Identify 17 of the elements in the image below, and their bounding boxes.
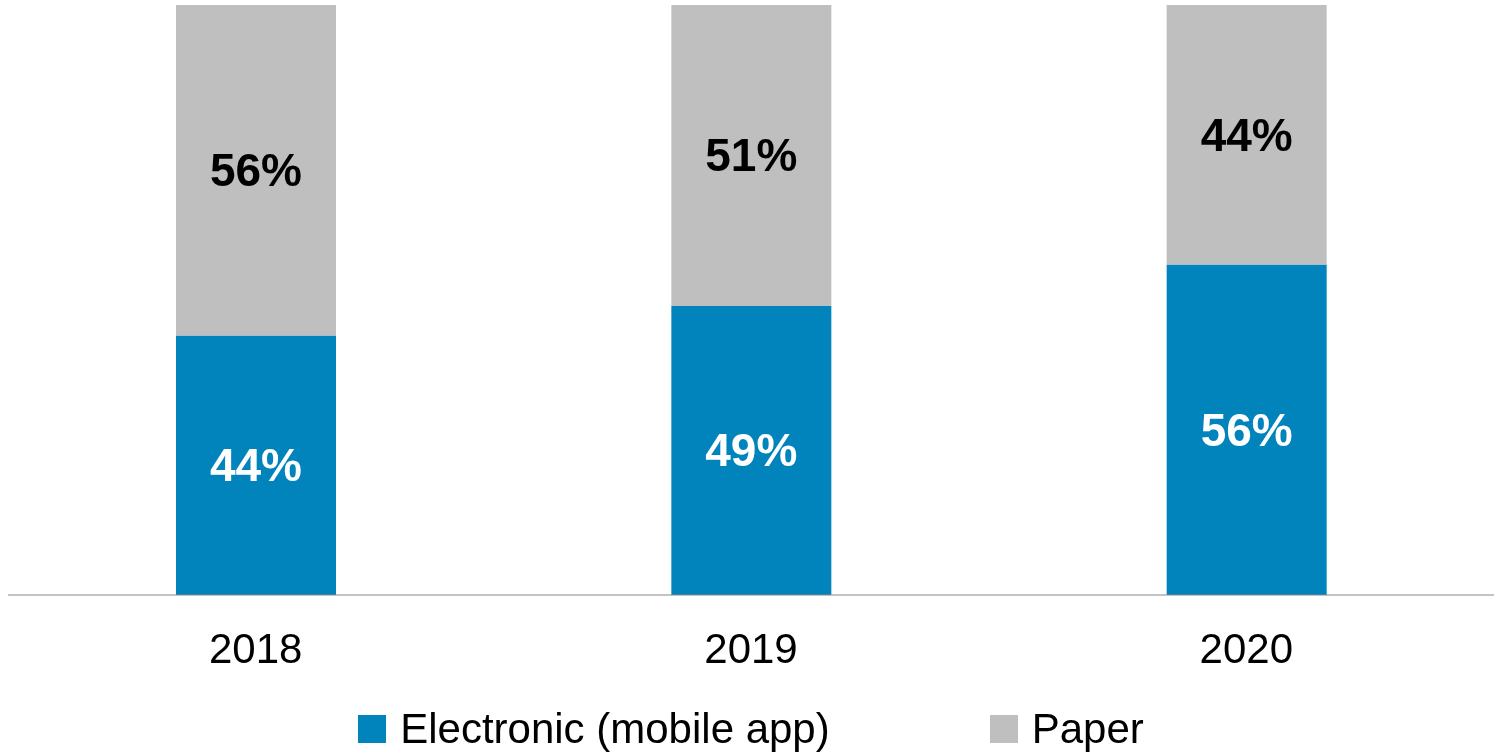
x-tick-label: 2020 — [1199, 624, 1294, 672]
data-label: 44% — [1200, 108, 1293, 161]
bar — [1166, 264, 1327, 595]
data-label: 49% — [705, 424, 798, 477]
bar — [1166, 5, 1327, 265]
data-label: 56% — [209, 144, 303, 197]
legend-label: Paper — [1031, 705, 1144, 753]
bar — [671, 305, 832, 595]
bar — [176, 5, 336, 336]
data-label: 56% — [1200, 403, 1293, 456]
legend-label: Electronic (mobile app) — [400, 705, 830, 753]
x-tick-label: 2019 — [704, 624, 798, 672]
bar — [176, 335, 336, 595]
data-label: 44% — [209, 439, 303, 492]
data-label: 51% — [705, 129, 798, 182]
bar — [671, 5, 832, 306]
x-tick-label: 2018 — [208, 624, 303, 672]
